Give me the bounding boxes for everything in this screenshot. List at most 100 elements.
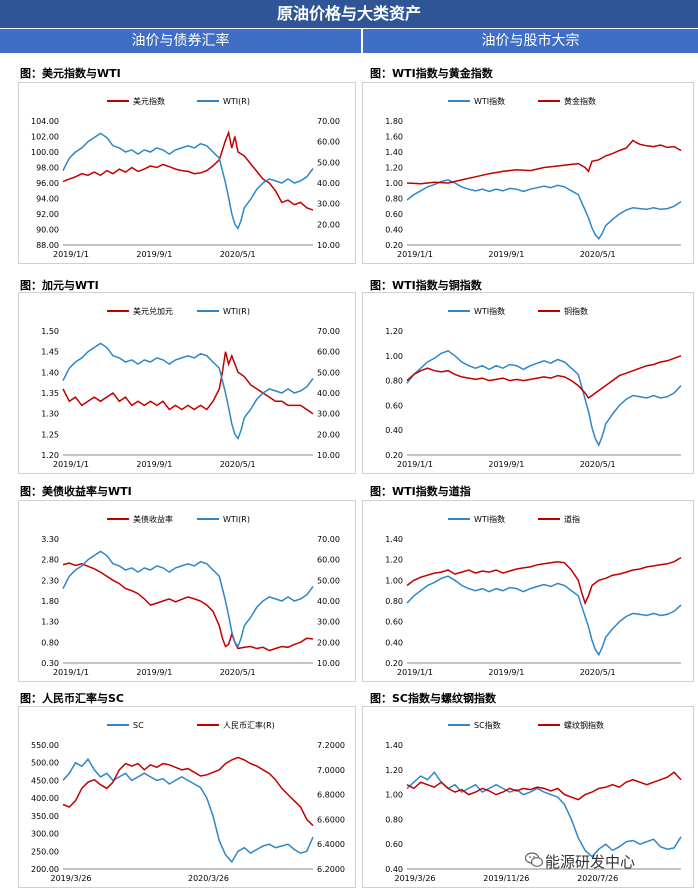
left-tick-label: 1.40 [385,148,403,157]
legend-label: 人民币汇率(R) [223,720,275,730]
left-tick-label: 1.40 [385,535,403,544]
right-tick-label: 10.00 [317,659,340,668]
chart-usd-wti-svg: 104.00 102.00 100.00 98.00 96.00 94.00 92.00 90… [31,96,340,259]
left-tick-label: 1.80 [385,117,403,126]
chart-ust-wti-svg: 3.30 2.80 2.30 1.80 1.30 0.80 0.30 70.00 60.00 50… [41,514,340,677]
right-tick-label: 50.00 [317,158,340,167]
x-tick-label: 2019/1/1 [53,668,89,677]
left-tick-label: 1.45 [41,348,59,357]
chart-usd-wti: 104.00 102.00 100.00 98.00 96.00 94.00 92.00 90… [18,82,356,264]
series-line-2 [62,550,314,649]
left-tick-label: 1.20 [385,164,403,173]
x-tick-label: 2019/3/26 [50,874,91,883]
series-line-1 [62,129,314,211]
chart-cad-wti-svg: 1.50 1.45 1.40 1.35 1.30 1.25 1.20 70.00 60.00 50… [41,306,340,469]
x-tick-label: 2020/5/1 [580,250,616,259]
left-tick-label: 200.00 [31,865,59,874]
left-tick-label: 0.80 [385,597,403,606]
left-tick-label: 102.00 [31,133,59,142]
chart-cny-sc-svg: 550.00 500.00 450.00 400.00 350.00 300.00 250.… [31,720,345,883]
legend-label: WTI指数 [474,306,505,316]
right-tick-label: 50.00 [317,368,340,377]
left-tick-label: 1.30 [41,618,59,627]
x-tick-label: 2019/9/1 [136,460,172,469]
series-line-1 [406,575,682,657]
left-tick-label: 0.60 [385,401,403,410]
chart-cad-wti: 1.50 1.45 1.40 1.35 1.30 1.25 1.20 70.00 60.00 50… [18,292,356,474]
right-tick-label: 6.6000 [317,815,345,824]
right-tick-label: 10.00 [317,451,340,460]
left-tick-label: 1.00 [385,576,403,585]
chart-wti-dow: 1.40 1.20 1.00 0.80 0.60 0.40 0.20 2019/1/1 2019… [362,500,694,682]
x-tick-label: 2019/1/1 [397,250,433,259]
left-tick-label: 96.00 [36,179,59,188]
left-tick-label: 1.50 [41,327,59,336]
left-tick-label: 450.00 [31,776,59,785]
chart-title-sc-rebar: 图：SC指数与螺纹钢指数 [370,692,496,705]
left-tick-label: 0.60 [385,618,403,627]
legend-label: 铜指数 [564,306,588,316]
series-line-1 [406,349,682,447]
right-tick-label: 70.00 [317,327,340,336]
right-tick-label: 7.0000 [317,766,345,775]
legend-label: WTI指数 [474,514,505,524]
chart-wti-copper: 1.20 1.00 0.80 0.60 0.40 0.20 2019/1/1 2019/9/1… [362,292,694,474]
left-tick-label: 350.00 [31,812,59,821]
series-line-1 [62,757,314,864]
left-tick-label: 1.20 [385,556,403,565]
chart-title-cad-wti: 图：加元与WTI [20,279,99,292]
x-tick-label: 2020/7/26 [577,874,618,883]
left-tick-label: 1.30 [41,410,59,419]
legend-label: 美债收益率 [133,514,173,524]
left-section-header: 油价与债券汇率 [0,29,361,53]
left-tick-label: 0.30 [41,659,59,668]
chart-title-usd-wti: 图：美元指数与WTI [20,67,121,80]
left-tick-label: 88.00 [36,241,59,250]
left-tick-label: 98.00 [36,164,59,173]
right-tick-label: 70.00 [317,535,340,544]
right-tick-label: 30.00 [317,618,340,627]
left-tick-label: 300.00 [31,830,59,839]
legend-label: 道指 [564,514,580,524]
left-tick-label: 2.80 [41,556,59,565]
left-tick-label: 0.40 [385,226,403,235]
x-tick-label: 2020/5/1 [580,668,616,677]
right-tick-label: 6.8000 [317,791,345,800]
series-line-2 [62,756,314,827]
series-line-2 [406,771,682,801]
x-tick-label: 2019/9/1 [488,250,524,259]
right-tick-label: 60.00 [317,138,340,147]
left-tick-label: 250.00 [31,847,59,856]
left-tick-label: 0.20 [385,451,403,460]
left-tick-label: 1.20 [41,451,59,460]
watermark-text: 能源研发中心 [545,853,636,871]
x-tick-label: 2020/3/26 [188,874,229,883]
chart-wti-gold: 1.80 1.60 1.40 1.20 1.00 0.80 0.60 0.40 0.20 2019… [362,82,694,264]
left-tick-label: 3.30 [41,535,59,544]
right-tick-label: 40.00 [317,179,340,188]
left-tick-label: 2.30 [41,576,59,585]
legend-label: WTI(R) [223,97,250,106]
left-tick-label: 550.00 [31,741,59,750]
legend-label: 美元指数 [133,96,165,106]
left-tick-label: 1.25 [41,430,59,439]
series-line-2 [62,132,314,231]
left-tick-label: 500.00 [31,759,59,768]
x-tick-label: 2019/9/1 [488,668,524,677]
left-tick-label: 0.80 [385,195,403,204]
x-tick-label: 2020/5/1 [220,460,256,469]
left-tick-label: 104.00 [31,117,59,126]
legend-label: 美元兑加元 [133,306,173,316]
right-tick-label: 30.00 [317,410,340,419]
left-tick-label: 0.20 [385,659,403,668]
series-line-2 [406,556,682,606]
chart-sc-rebar: 1.40 1.20 1.00 0.80 0.60 0.40 2019/3/26 2019/11… [362,706,694,888]
series-line-1 [62,351,314,415]
left-tick-label: 1.40 [385,741,403,750]
chart-title-wti-gold: 图：WTI指数与黄金指数 [370,67,493,80]
x-tick-label: 2019/11/26 [483,874,529,883]
left-tick-label: 92.00 [36,210,59,219]
chart-title-wti-dow: 图：WTI指数与道指 [370,485,471,498]
